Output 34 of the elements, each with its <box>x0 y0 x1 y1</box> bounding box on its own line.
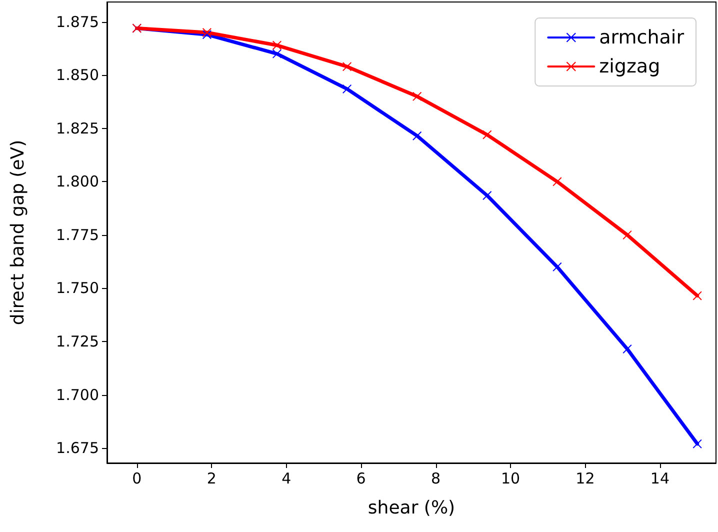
point <box>202 28 212 37</box>
point <box>342 84 352 94</box>
y-tick-label: 1.775 <box>56 226 99 244</box>
x-tick-label: 4 <box>282 470 292 488</box>
point <box>692 439 702 448</box>
point <box>482 191 492 200</box>
legend-label: armchair <box>599 26 684 48</box>
y-tick-label: 1.700 <box>56 386 99 404</box>
y-tick-label: 1.825 <box>56 119 99 138</box>
y-tick-label: 1.675 <box>56 439 99 458</box>
point <box>692 291 702 300</box>
point <box>342 62 352 72</box>
y-axis-title: direct band gap (eV) <box>8 140 28 326</box>
x-tick-label: 14 <box>650 470 670 488</box>
point <box>202 30 212 40</box>
x-tick-label: 12 <box>576 470 595 488</box>
y-tick-label: 1.725 <box>56 332 99 351</box>
point <box>552 177 562 186</box>
x-tick-label: 2 <box>206 470 216 488</box>
y-tick-label: 1.850 <box>56 66 99 84</box>
x-axis-title: shear (%) <box>368 498 456 518</box>
point <box>412 92 422 101</box>
point <box>482 130 492 140</box>
y-tick-label: 1.800 <box>56 172 99 191</box>
point <box>272 49 282 58</box>
x-tick-label: 8 <box>431 470 441 488</box>
point <box>552 262 562 272</box>
point <box>622 230 632 240</box>
y-tick-label: 1.875 <box>56 12 99 31</box>
x-tick-label: 6 <box>356 470 366 488</box>
y-tick-label: 1.750 <box>56 279 99 298</box>
x-tick-label: 10 <box>500 470 520 488</box>
x-tick-label: 0 <box>132 470 142 488</box>
legend-label: zigzag <box>599 56 660 78</box>
